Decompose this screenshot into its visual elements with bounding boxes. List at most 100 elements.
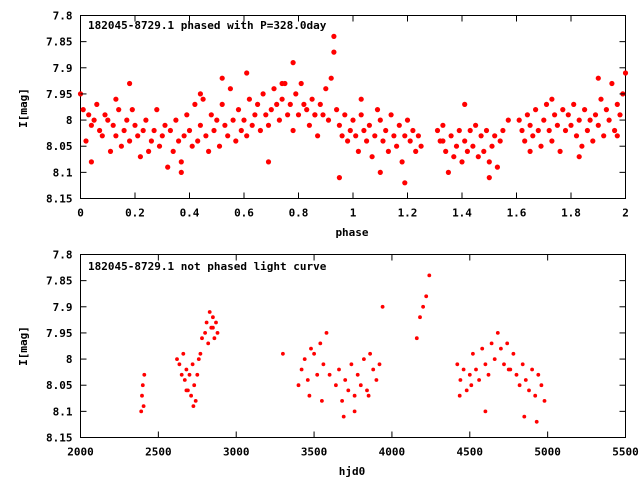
unphased-data-point: [495, 331, 500, 335]
unphased-data-point: [309, 346, 313, 351]
phased-data-point: [383, 127, 389, 134]
phased-data-point: [331, 33, 337, 40]
phased-data-point: [246, 96, 252, 102]
phased-data-point: [312, 112, 318, 118]
phased-data-point: [244, 70, 250, 76]
phased-data-point: [317, 101, 323, 107]
phased-data-point: [151, 127, 157, 134]
phased-data-point: [549, 96, 555, 102]
phased-data-point: [293, 91, 299, 97]
phased-data-point: [565, 112, 571, 118]
phased-data-point: [462, 138, 468, 144]
unphased-data-point: [467, 372, 472, 377]
phased-data-point: [612, 127, 618, 134]
phased-data-point: [162, 122, 168, 128]
phased-data-point: [197, 122, 203, 128]
unphased-data-point: [483, 409, 488, 414]
phased-data-point: [214, 117, 220, 123]
phased-data-point: [617, 112, 623, 118]
unphased-data-point: [414, 336, 419, 341]
phased-data-point: [178, 169, 184, 175]
phased-data-point: [541, 117, 547, 123]
unphased-x-tick-label: 3000: [223, 446, 250, 459]
unphased-data-point: [520, 362, 525, 367]
unphased-data-point: [302, 357, 307, 361]
unphased-data-point: [340, 399, 344, 403]
phased-data-point: [361, 127, 367, 134]
phased-data-point: [195, 138, 201, 144]
phased-data-point: [350, 117, 356, 123]
phased-data-point: [315, 133, 321, 139]
phased-data-point: [252, 112, 258, 118]
phased-y-tick-label: 8: [66, 114, 73, 127]
phased-data-point: [178, 159, 184, 165]
phased-y-tick-label: 7.8: [53, 10, 73, 23]
phased-data-point: [216, 143, 223, 149]
phased-data-point: [132, 122, 138, 128]
phased-data-point: [295, 112, 302, 118]
phased-data-point: [339, 133, 345, 139]
phased-data-point: [265, 159, 272, 165]
unphased-x-tick-label: 5000: [534, 446, 561, 459]
phased-data-point: [440, 138, 446, 144]
phased-data-point: [99, 133, 105, 139]
phased-data-point: [102, 112, 108, 118]
unphased-data-point: [514, 372, 519, 377]
phased-data-point: [347, 127, 353, 134]
phased-data-point: [582, 107, 588, 113]
unphased-data-point: [204, 320, 209, 325]
phased-data-point: [590, 138, 596, 144]
phased-data-point: [107, 148, 114, 154]
phased-data-point: [320, 112, 326, 118]
phased-data-point: [88, 122, 94, 128]
phased-data-point: [274, 101, 280, 107]
unphased-plot-frame: [80, 254, 626, 438]
unphased-ylabel: I[mag]: [17, 326, 30, 366]
unphased-data-point: [455, 362, 460, 367]
phased-data-point: [418, 143, 424, 149]
phased-data-point: [402, 180, 408, 186]
phased-panel: 0 0.2 0.4 0.6 0.8 1 1.2 1.4 1.6 1.8 2 7.8 7.85 7.9 7.9…: [17, 10, 629, 240]
unphased-data-point: [527, 388, 531, 393]
unphased-data-point: [211, 325, 215, 330]
phased-data-point: [475, 154, 481, 160]
phased-data-point: [380, 138, 386, 144]
unphased-data-point: [352, 393, 357, 398]
phased-data-point: [609, 80, 615, 87]
unphased-x-tick-label: 4000: [379, 446, 406, 459]
unphased-data-point: [140, 383, 145, 388]
phased-data-point: [415, 133, 421, 139]
unphased-data-point: [215, 331, 220, 335]
unphased-data-point: [506, 367, 511, 372]
phased-x-tick-label: 1.4: [452, 207, 472, 220]
phased-data-point: [530, 133, 536, 139]
phased-data-point: [235, 107, 242, 113]
phased-data-point: [557, 148, 563, 154]
phased-data-point: [445, 169, 451, 175]
phased-data-point: [473, 122, 479, 128]
unphased-data-point: [305, 378, 310, 382]
phased-data-point: [470, 143, 476, 149]
phased-data-point: [173, 117, 179, 123]
phased-y-tick-label: 8.15: [46, 193, 73, 206]
phased-data-point: [562, 127, 569, 134]
phased-data-point: [323, 86, 329, 92]
unphased-data-point: [191, 404, 196, 408]
unphased-title: 182045-8729.1 not phased light curve: [88, 260, 327, 273]
phased-data-point: [462, 101, 468, 107]
phased-data-point: [143, 117, 149, 123]
phased-data-point: [355, 148, 361, 154]
phased-data-point: [516, 117, 522, 123]
unphased-data-point: [200, 336, 204, 341]
unphased-x-tick-label: 2000: [67, 446, 94, 459]
phased-data-point: [97, 127, 103, 134]
phased-data-point: [486, 175, 492, 181]
phased-data-point: [554, 122, 561, 128]
phased-data-point: [413, 148, 419, 154]
phased-data-point: [494, 164, 500, 170]
phased-data-point: [467, 127, 473, 134]
unphased-data-point: [139, 409, 144, 414]
unphased-y-tick-label: 7.9: [53, 301, 73, 314]
